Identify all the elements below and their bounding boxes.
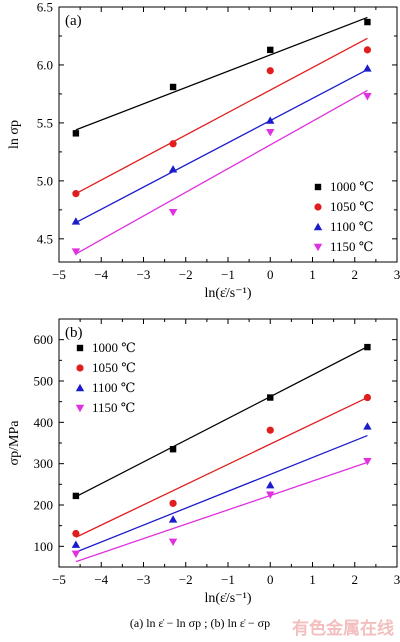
panel-a-series-1100-point xyxy=(266,116,275,124)
panel-b-legend-label: 1000 ℃ xyxy=(92,340,136,355)
panel-b-x-tick-label: −2 xyxy=(179,572,193,587)
panel-a-y-tick-label: 5.0 xyxy=(37,173,53,188)
panel-a-x-tick-label: −5 xyxy=(52,267,66,282)
panel-b-legend-marker-1000 xyxy=(76,344,84,352)
panel-a-legend-marker-1100 xyxy=(313,222,323,231)
panel-b-series-1000-point xyxy=(169,446,177,453)
panel-a-series-1050-point xyxy=(169,140,177,148)
panel-a-series-1000-point xyxy=(267,46,274,54)
panel-a-series-1100-fit-line xyxy=(75,69,368,224)
panel-b-series-1000-point xyxy=(72,492,80,500)
panel-a-series-1150-fit-line xyxy=(75,89,368,255)
panel-b: −5 −4 −3 −2 −1 0 1 2 3 100 200 300 400 500 600 ln(ε̇/s⁻… xyxy=(7,318,400,606)
panel-b-series-1100-point xyxy=(266,480,275,489)
panel-b-x-tick-label: 0 xyxy=(267,572,274,587)
panel-a-series-1100-point xyxy=(168,165,178,173)
panel-b-legend-marker-1100 xyxy=(75,383,85,392)
panel-a-series-1050-point xyxy=(72,190,80,198)
panel-b-x-axis-title: ln(ε̇/s⁻¹) xyxy=(204,591,251,606)
panel-b-series-1150-point xyxy=(363,457,372,466)
panel-b-series-1050-point xyxy=(72,529,80,538)
panel-b-x-tick-label: −4 xyxy=(94,572,108,587)
panel-a-y-tick-label: 4.5 xyxy=(37,231,53,246)
panel-a-series-1050-point xyxy=(363,46,372,54)
panel-b-series-1000-point xyxy=(267,394,274,401)
panel-a-x-tick-label: −1 xyxy=(221,267,235,282)
panel-a-y-tick-label: 5.5 xyxy=(37,115,53,130)
panel-b-series-1050-point xyxy=(266,426,274,434)
panel-b-series-1100-point xyxy=(168,515,178,523)
panel-b-y-tick-label: 600 xyxy=(34,332,54,347)
panel-b-legend-label: 1100 ℃ xyxy=(92,380,135,395)
panel-b-y-tick-label: 300 xyxy=(34,456,54,471)
panel-b-legend-label: 1050 ℃ xyxy=(92,360,136,375)
panel-b-series-1000-point xyxy=(364,343,371,351)
panel-a-x-tick-label: 0 xyxy=(267,267,274,282)
panel-a-legend-marker-1050 xyxy=(314,203,322,211)
panel-b-y-axis-title: σp/MPa xyxy=(7,420,22,466)
panel-b-x-tick-label: 2 xyxy=(352,572,359,587)
panel-a-series-1000-point xyxy=(72,130,80,137)
panel-a: −5 −4 −3 −2 −1 0 1 2 3 4.5 5.0 5.5 6.0 6.5 ln(ε̇/s⁻¹) l… xyxy=(7,0,400,301)
panel-a-x-tick-label: −4 xyxy=(94,267,108,282)
panel-b-y-tick-label: 200 xyxy=(34,498,54,513)
panel-b-series-1000-fit-line xyxy=(75,346,368,498)
panel-b-x-tick-label: 1 xyxy=(309,572,316,587)
panel-a-series-1000-point xyxy=(364,18,371,26)
panel-a-x-tick-label: 3 xyxy=(394,267,400,282)
panel-a-series-1150-point xyxy=(71,248,81,256)
panel-b-y-tick-label: 400 xyxy=(34,415,54,430)
panel-b-series-1100-fit-line xyxy=(75,434,368,553)
panel-a-y-axis-title: ln σp xyxy=(7,120,22,149)
panel-a-legend-label: 1150 ℃ xyxy=(330,239,373,254)
panel-a-x-tick-label: −2 xyxy=(179,267,193,282)
panel-b-y-tick-label: 100 xyxy=(34,539,54,554)
panel-b-series-1100-point xyxy=(71,540,81,548)
panel-b-series-1050-point xyxy=(363,393,372,402)
panel-b-x-tick-label: −1 xyxy=(221,572,235,587)
panel-b-x-tick-label: −5 xyxy=(52,572,66,587)
panel-a-label: (a) xyxy=(65,13,82,29)
panel-b-legend-marker-1050 xyxy=(76,364,84,372)
panel-b-legend-marker-1150 xyxy=(75,404,85,413)
panel-b-series-1100-point xyxy=(363,422,372,430)
panel-a-y-tick-label: 6.0 xyxy=(37,57,53,72)
figure-caption: (a) ln ε̇ − ln σp ; (b) ln ε̇ − σp xyxy=(129,616,271,630)
panel-a-series-1100-point xyxy=(363,64,372,72)
panel-a-series-1100-point xyxy=(71,217,81,225)
panel-b-series-1150-point xyxy=(266,491,275,499)
panel-b-x-tick-label: 3 xyxy=(394,572,400,587)
panel-a-series-1150-point xyxy=(266,128,275,137)
panel-b-series-1050-point xyxy=(169,499,177,507)
panel-b-legend-label: 1150 ℃ xyxy=(92,400,135,415)
panel-a-x-tick-label: 2 xyxy=(352,267,359,282)
panel-a-series-1000-point xyxy=(169,83,177,91)
panel-a-legend-marker-1150 xyxy=(313,243,323,252)
panel-b-x-tick-label: −3 xyxy=(137,572,151,587)
panel-a-x-axis-title: ln(ε̇/s⁻¹) xyxy=(204,286,251,301)
panel-a-x-tick-label: 1 xyxy=(309,267,316,282)
panel-a-legend-label: 1000 ℃ xyxy=(330,179,374,194)
panel-a-series-1150-point xyxy=(168,208,178,217)
panel-a-x-tick-label: −3 xyxy=(137,267,151,282)
panel-a-legend-label: 1050 ℃ xyxy=(330,199,374,214)
panel-b-y-tick-label: 500 xyxy=(34,374,54,389)
panel-a-series-1050-fit-line xyxy=(75,37,368,195)
watermark: 有色金属在线 xyxy=(292,619,394,639)
panel-b-series-1150-point xyxy=(168,538,178,546)
panel-b-series-1050-fit-line xyxy=(75,396,368,538)
panel-a-series-1150-point xyxy=(363,93,372,101)
panel-a-series-1000-fit-line xyxy=(75,16,368,131)
panel-a-legend-label: 1100 ℃ xyxy=(330,219,373,234)
panel-b-series-1150-point xyxy=(71,550,81,558)
panel-a-legend-marker-1000 xyxy=(314,183,322,191)
panel-b-plot-frame xyxy=(58,318,398,568)
panel-a-series-1050-point xyxy=(266,67,274,75)
panel-a-y-tick-label: 6.5 xyxy=(37,0,53,15)
panel-b-series-1150-fit-line xyxy=(75,461,368,563)
panel-b-label: (b) xyxy=(65,325,83,341)
